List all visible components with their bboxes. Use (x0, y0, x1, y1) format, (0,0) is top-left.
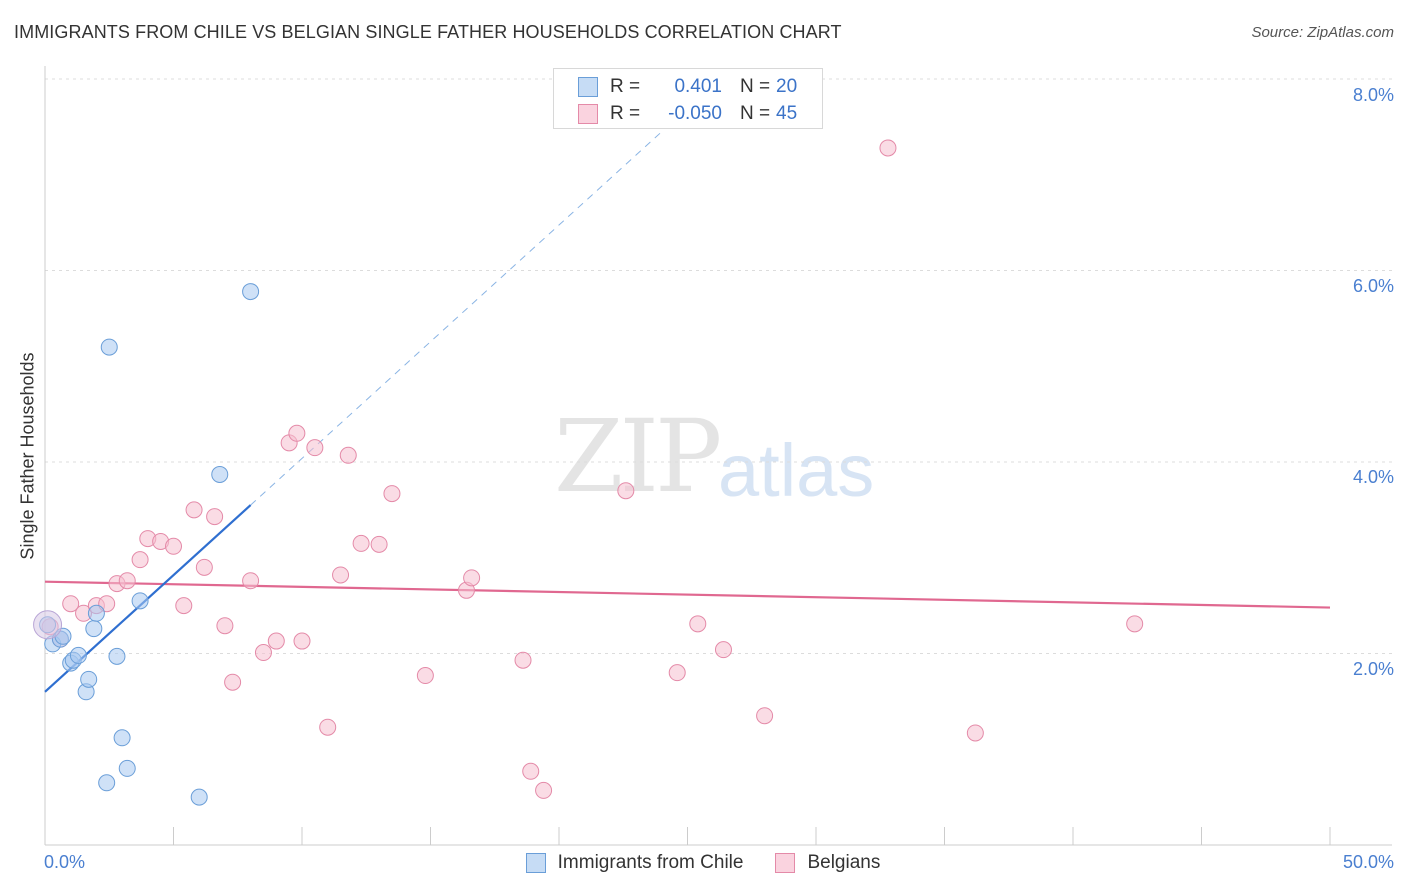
belgians-point (1126, 615, 1144, 633)
belgians-point (165, 537, 182, 555)
y-tick-label: 2.0% (1352, 659, 1394, 679)
chile-point (87, 604, 105, 622)
belgians-point (319, 718, 337, 736)
y-tick-label: 6.0% (1352, 276, 1394, 296)
belgians-point (267, 632, 285, 650)
r-value: 0.401 (674, 76, 722, 97)
stats-legend: R = 0.401 N = 20 R = -0.050 N = 45 (553, 68, 823, 129)
belgians-point (206, 508, 224, 526)
y-tick-label: 4.0% (1352, 467, 1394, 487)
belgians-point (522, 762, 540, 780)
belgians-point (339, 446, 357, 464)
belgians-point (617, 482, 635, 500)
belgians-swatch-icon (775, 853, 796, 873)
belgians-point (668, 664, 686, 682)
chile-point (131, 592, 149, 610)
belgians-point (175, 597, 193, 615)
chile-point (211, 465, 229, 483)
n-label: N = (740, 103, 771, 124)
belgians-point (416, 667, 434, 685)
belgians-point (332, 566, 350, 584)
y-axis-label: Single Father Households (17, 352, 38, 560)
belgians-point (514, 651, 532, 669)
belgians-point (714, 641, 732, 659)
series-legend: Immigrants from Chile Belgians (0, 852, 1406, 874)
legend-row-chile: R = 0.401 N = 20 (578, 75, 797, 99)
legend-label: Immigrants from Chile (557, 852, 744, 873)
belgians-point (254, 644, 272, 662)
belgians-point (879, 139, 897, 157)
belgians-point (535, 781, 553, 799)
legend-row-belgians: R = -0.050 N = 45 (578, 102, 797, 126)
chile-point (69, 646, 87, 664)
chile-point (242, 283, 260, 301)
r-label: R = (610, 103, 641, 124)
belgians-point (118, 572, 136, 590)
watermark-atlas: atlas (718, 429, 875, 512)
chile-swatch-icon (525, 853, 546, 873)
belgians-point (195, 558, 213, 576)
belgians-point (689, 615, 707, 633)
belgians-point (288, 424, 306, 442)
cluster-point (33, 610, 63, 640)
belgians-swatch-icon (578, 104, 598, 124)
legend-label: Belgians (807, 852, 881, 873)
chile-point (190, 788, 208, 806)
y-tick-label: 8.0% (1352, 85, 1394, 105)
belgians-point (242, 572, 260, 590)
belgians-trend-line (44, 580, 1331, 609)
legend-item-chile[interactable]: Immigrants from Chile (525, 852, 744, 874)
r-value: -0.050 (668, 103, 722, 124)
belgians-point (352, 534, 370, 552)
belgians-point (216, 617, 234, 635)
source-label[interactable]: Source: ZipAtlas.com (1251, 24, 1394, 41)
chile-point (118, 759, 136, 777)
belgians-point (185, 501, 203, 519)
belgians-point (293, 632, 311, 650)
watermark-zip: ZIP (554, 398, 722, 515)
chile-point (80, 670, 98, 688)
r-label: R = (610, 76, 641, 97)
chile-point (100, 338, 118, 356)
belgians-point (383, 485, 401, 503)
x-tick-label-min: 0.0% (44, 852, 86, 872)
chart-title: IMMIGRANTS FROM CHILE VS BELGIAN SINGLE … (14, 22, 842, 42)
chile-swatch-icon (578, 77, 598, 97)
belgians-point (756, 707, 774, 725)
belgians-point (62, 595, 80, 613)
chile-point (113, 729, 131, 747)
belgians-point (463, 569, 481, 587)
chile-point (85, 620, 103, 638)
belgians-point (131, 551, 149, 569)
legend-item-belgians[interactable]: Belgians (775, 852, 880, 874)
n-label: N = (740, 76, 771, 97)
belgians-point (306, 439, 324, 457)
n-value: 45 (776, 103, 798, 124)
belgians-point (966, 724, 984, 742)
belgians-point (370, 535, 388, 553)
n-value: 20 (776, 76, 798, 97)
chile-point (108, 647, 126, 665)
chile-point (98, 774, 116, 792)
x-tick-label-max: 50.0% (1342, 852, 1394, 872)
belgians-point (224, 673, 242, 691)
